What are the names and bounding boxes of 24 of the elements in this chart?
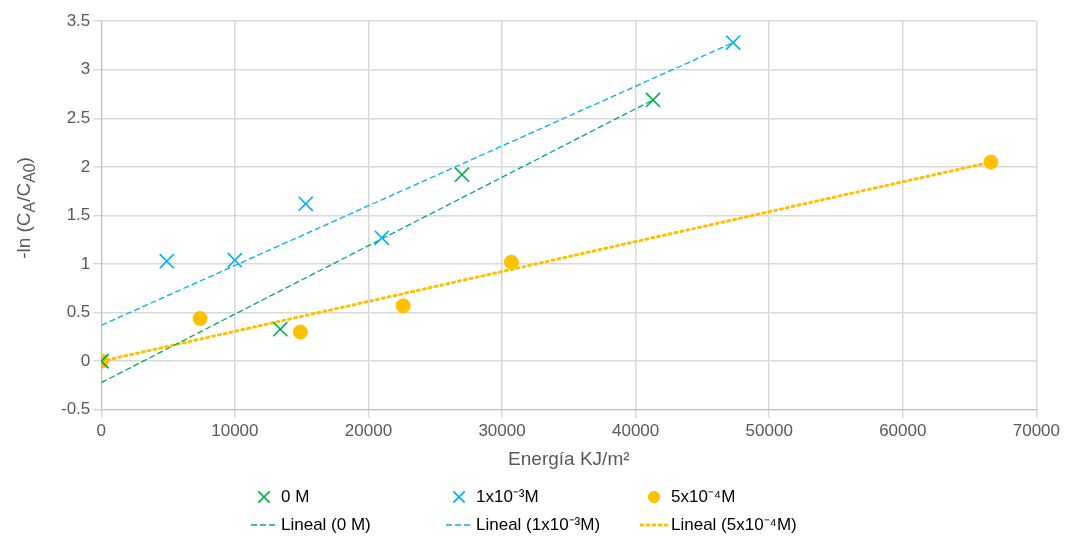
legend-label: Lineal (5x10⁻⁴M) (671, 514, 797, 534)
y-tick-label: 2 (80, 156, 91, 176)
x-tick-label: 10000 (211, 420, 259, 440)
x-tick-label: 60000 (879, 420, 927, 440)
x-tick-label: 70000 (1012, 420, 1060, 440)
y-tick-label: 3.5 (66, 10, 91, 30)
x-tick-label: 20000 (344, 420, 393, 440)
legend-label: Lineal (1x10⁻³M) (476, 514, 601, 534)
y-tick-label: 0 (80, 350, 91, 370)
x-tick-label: 0 (96, 420, 107, 440)
x-tick-label: 30000 (478, 420, 526, 440)
x-tick-label: 50000 (745, 420, 793, 440)
legend-label: 1x10⁻³M (476, 486, 539, 506)
y-tick-label: 1 (80, 253, 91, 273)
x-tick-label: 40000 (611, 420, 660, 440)
legend-label: 5x10⁻⁴M (671, 486, 736, 506)
y-tick-label: 1.5 (66, 205, 91, 225)
y-tick-label: 3 (80, 59, 91, 79)
legend-label: Lineal (0 M) (281, 514, 371, 534)
y-tick-label: 0.5 (66, 302, 91, 322)
legend-label: 0 M (281, 486, 310, 506)
y-tick-label: -0.5 (61, 399, 91, 419)
x-axis-title: Energía KJ/m² (508, 447, 630, 469)
y-tick-label: 2.5 (66, 108, 91, 128)
